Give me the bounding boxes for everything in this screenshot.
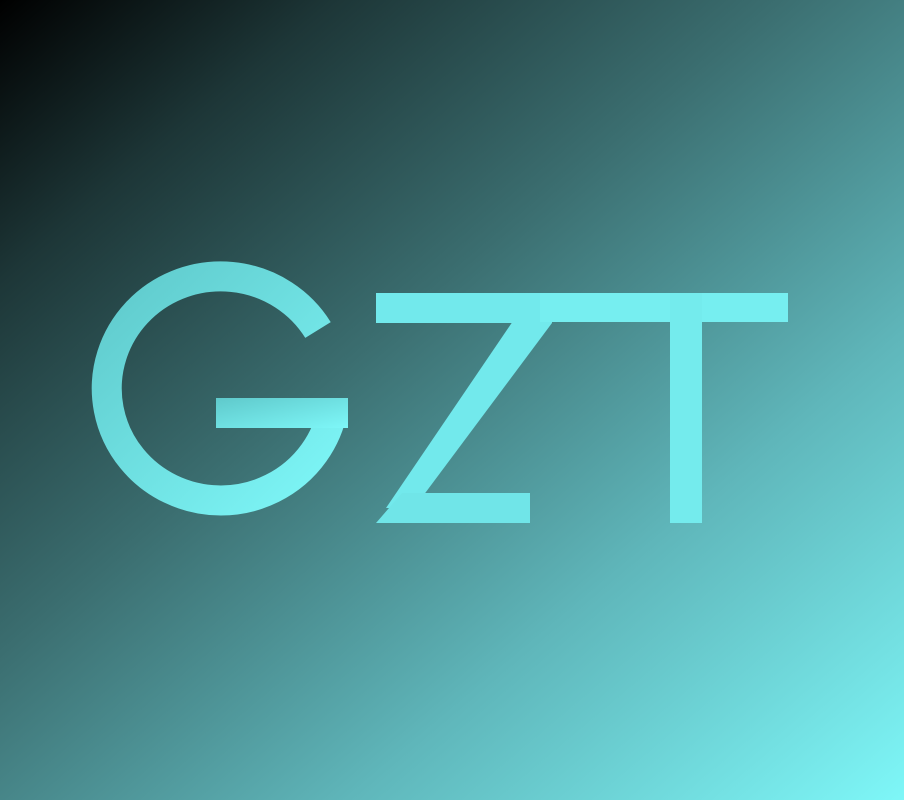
logo-letter-g: [91, 261, 348, 516]
logo-letter-z: [376, 293, 552, 523]
logo-letter-t: [540, 293, 788, 523]
